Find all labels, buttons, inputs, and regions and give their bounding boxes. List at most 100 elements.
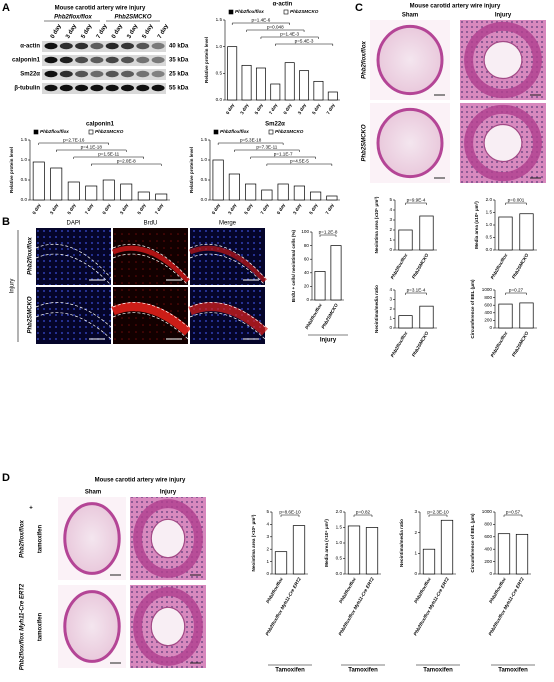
signal-band xyxy=(112,245,190,283)
x-tick-label: Phb2SMCKO xyxy=(320,302,339,329)
blot-strip xyxy=(42,69,166,80)
blot-band xyxy=(59,84,73,92)
iel-outline xyxy=(189,253,266,286)
x-tick-label: 3 day xyxy=(292,202,302,215)
side-label: Injury xyxy=(10,279,16,294)
bar xyxy=(326,195,338,201)
x-tick-label: 5 day xyxy=(311,102,321,115)
neointima xyxy=(464,21,542,99)
bar xyxy=(519,302,534,329)
bar xyxy=(228,173,240,201)
y-tick-label: 1 xyxy=(389,316,392,321)
y-tick-label: 0 xyxy=(306,297,309,302)
neointima xyxy=(464,104,542,182)
bar xyxy=(422,548,436,575)
significance-bracket xyxy=(73,156,144,159)
blot-band xyxy=(90,42,104,50)
p-value: p=0.82 xyxy=(356,510,371,515)
bar xyxy=(330,245,342,301)
legend-label: Phb2SMCKO xyxy=(275,129,304,134)
p-value: p=4.5E-5 xyxy=(290,159,309,164)
y-tick-label: 0.0 xyxy=(336,571,343,576)
legend-label: Phb2SMCKO xyxy=(95,129,124,134)
x-tick-label: Phb2flox/flox Myh11-Cre ERT2 xyxy=(337,576,375,636)
legend-label: Phb2flox/flox xyxy=(40,129,69,134)
y-tick-label: 2.0 xyxy=(486,197,493,202)
micrograph xyxy=(113,287,188,344)
neointima xyxy=(133,499,203,578)
x-tick-label: 3 day xyxy=(227,202,237,215)
y-tick-label: 0.5 xyxy=(21,177,28,182)
iel-outline xyxy=(189,312,266,340)
y-axis-label: Media area (x10⁵ μm²) xyxy=(474,201,479,249)
vessel-wall xyxy=(63,590,121,663)
y-tick-label: 4 xyxy=(389,287,392,292)
blot-band xyxy=(75,56,89,64)
bar xyxy=(327,91,338,101)
y-tick-label: 0 xyxy=(389,247,392,252)
significance-bracket xyxy=(353,514,373,517)
p-value: p=1.1E-7 xyxy=(274,152,293,157)
y-tick-label: 40 xyxy=(304,270,310,275)
vessel-wall xyxy=(376,107,444,179)
y-axis-label: Circumference of EEL (μm) xyxy=(470,279,475,339)
p-value: p=2.7E-16 xyxy=(63,138,85,143)
x-tick-label: 7 day xyxy=(326,102,336,115)
size-label: 55 kDa xyxy=(169,86,189,92)
bar xyxy=(67,181,80,201)
x-tick-label: 5 day xyxy=(66,202,76,215)
eel-outline xyxy=(35,302,112,328)
y-tick-label: 2 xyxy=(389,306,392,311)
y-tick-label: 5 xyxy=(389,197,392,202)
significance-bracket xyxy=(505,202,527,205)
vessel-wall xyxy=(63,502,121,575)
column-label: Sham xyxy=(402,13,418,19)
significance-bracket xyxy=(217,142,284,145)
p-value: p=5.3E-18 xyxy=(240,138,262,143)
bar xyxy=(419,215,434,251)
y-tick-label: 1.0 xyxy=(336,540,343,545)
blot-band xyxy=(136,42,150,50)
p-value: p=8.6E-10 xyxy=(279,510,301,515)
row-label: Phb2flox/flox Myh11-Cre ERT2 xyxy=(20,583,26,670)
blot-band xyxy=(105,84,119,92)
x-axis-label: Tamoxifen xyxy=(348,668,378,674)
bar xyxy=(515,533,529,575)
x-axis-label: Tamoxifen xyxy=(423,668,453,674)
y-tick-label: 0.0 xyxy=(486,247,493,252)
eel-outline xyxy=(189,302,266,328)
x-tick-label: Phb2flox/flox xyxy=(490,252,509,280)
p-value: p=1.4E-6 xyxy=(252,18,271,23)
panel-title: Mouse carotid artery wire injury xyxy=(410,4,501,10)
bar xyxy=(398,315,413,329)
bar xyxy=(519,213,534,251)
x-tick-label: 3 day xyxy=(119,202,129,215)
column-label: Injury xyxy=(160,490,177,496)
micrograph xyxy=(190,287,265,344)
blot-band xyxy=(105,42,119,50)
significance-bracket xyxy=(56,149,127,152)
signal-band xyxy=(188,302,269,336)
bar xyxy=(155,193,168,201)
lane-label: 5 day xyxy=(81,23,94,40)
bar xyxy=(498,303,513,329)
x-tick-label: 3 day xyxy=(297,102,307,115)
signal-band xyxy=(189,245,267,283)
y-tick-label: 2 xyxy=(414,530,417,535)
protein-label: α-actin xyxy=(20,44,40,50)
y-tick-label: 4 xyxy=(389,207,392,212)
x-tick-label: 5 day xyxy=(243,202,253,215)
size-label: 35 kDa xyxy=(169,58,189,64)
panel-label: D xyxy=(2,472,10,484)
y-tick-label: 3 xyxy=(414,509,417,514)
iel-outline xyxy=(35,312,112,340)
y-axis-label: Media area (×10⁵ μm²) xyxy=(324,519,329,567)
micrograph xyxy=(36,287,111,344)
p-value: p=0.27 xyxy=(509,288,524,293)
y-axis-label: Neointima/media ratio xyxy=(374,285,379,333)
chart-title: calponin1 xyxy=(86,122,115,128)
x-tick-label: 0 day xyxy=(282,102,292,115)
x-tick-label: Phb2SMCKO xyxy=(511,330,530,357)
blot-band xyxy=(59,56,73,64)
